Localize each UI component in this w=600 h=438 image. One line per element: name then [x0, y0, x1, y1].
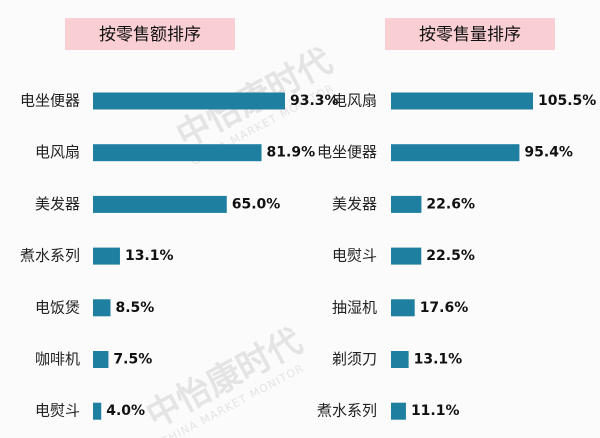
value-label: 8.5%	[115, 300, 154, 316]
category-label: 电风扇	[35, 143, 80, 161]
bar	[93, 299, 111, 317]
bar	[93, 195, 227, 213]
value-label: 105.5%	[538, 93, 596, 109]
bar	[391, 247, 422, 265]
bar	[391, 195, 422, 213]
category-label: 电熨斗	[35, 402, 80, 420]
value-label: 11.1%	[411, 403, 460, 419]
bar	[391, 299, 415, 317]
value-label: 81.9%	[267, 145, 316, 161]
category-label: 电风扇	[332, 92, 377, 110]
bar	[93, 351, 109, 368]
category-label: 咖啡机	[35, 350, 80, 368]
category-label: 剃须刀	[332, 350, 377, 368]
value-label: 4.0%	[106, 403, 145, 419]
bar	[93, 247, 120, 265]
value-label: 22.6%	[426, 196, 475, 212]
category-label: 电饭煲	[35, 298, 80, 316]
value-label: 13.1%	[414, 352, 463, 368]
category-label: 煮水系列	[20, 247, 80, 265]
category-label: 电熨斗	[332, 247, 377, 265]
bar	[391, 144, 520, 162]
category-label: 美发器	[332, 195, 377, 213]
category-label: 美发器	[35, 195, 80, 213]
bar	[391, 402, 406, 420]
category-label: 电坐便器	[317, 143, 377, 161]
category-label: 电坐便器	[20, 92, 80, 110]
chart-title: 按零售量排序	[419, 25, 521, 45]
value-label: 95.4%	[524, 145, 573, 161]
bar	[93, 92, 285, 110]
value-label: 65.0%	[232, 196, 281, 212]
value-label: 7.5%	[113, 352, 152, 368]
bar	[391, 351, 409, 368]
category-label: 抽湿机	[332, 298, 377, 316]
bar	[93, 402, 102, 420]
bar	[93, 144, 262, 162]
title-box	[385, 18, 555, 50]
value-label: 22.5%	[426, 248, 475, 264]
chart-title: 按零售额排序	[99, 25, 201, 45]
value-label: 17.6%	[420, 300, 469, 316]
value-label: 93.3%	[290, 93, 339, 109]
title-box	[65, 18, 235, 50]
category-label: 煮水系列	[317, 402, 377, 420]
bar	[391, 92, 533, 110]
value-label: 13.1%	[125, 248, 174, 264]
